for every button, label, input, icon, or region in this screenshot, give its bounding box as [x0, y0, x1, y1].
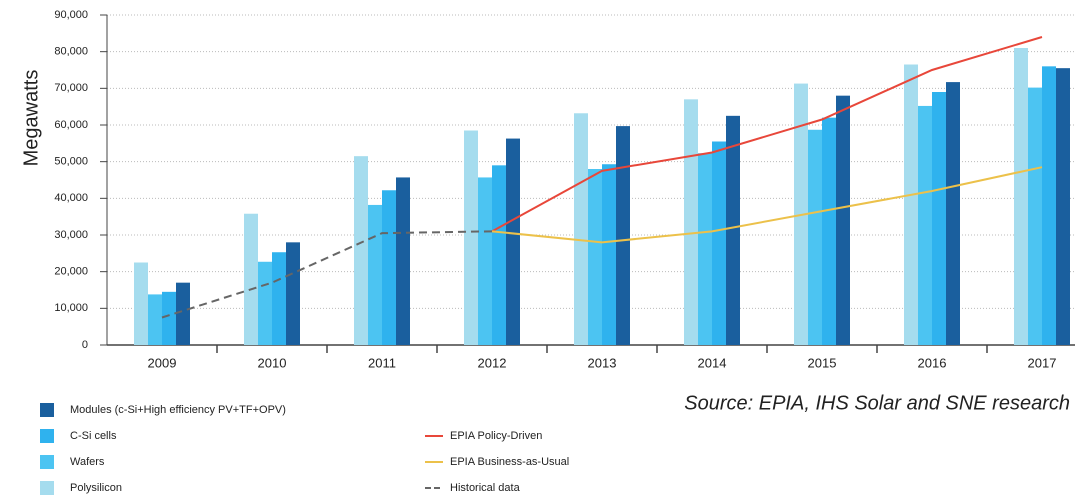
bar	[822, 117, 836, 346]
bar	[726, 115, 740, 345]
x-tick-label: 2014	[698, 355, 727, 370]
x-tick-label: 2012	[478, 355, 507, 370]
bar	[134, 262, 148, 345]
bar	[904, 64, 918, 345]
bar	[368, 204, 382, 345]
x-tick-label: 2016	[918, 355, 947, 370]
y-tick-label: 60,000	[54, 119, 88, 131]
bar	[1056, 68, 1070, 346]
y-tick-label: 50,000	[54, 156, 88, 168]
bar	[148, 294, 162, 345]
bar	[808, 129, 822, 345]
bar	[616, 126, 630, 345]
bar	[478, 177, 492, 345]
bar	[492, 165, 506, 345]
bar	[588, 169, 602, 345]
bar	[602, 164, 616, 345]
bar	[946, 82, 960, 345]
bar	[836, 95, 850, 346]
legend-label: Historical data	[450, 482, 521, 494]
bar	[244, 213, 258, 345]
x-tick-label: 2009	[148, 355, 177, 370]
y-tick-label: 20,000	[54, 266, 88, 278]
line-series	[161, 230, 493, 319]
source-note: Source: EPIA, IHS Solar and SNE research	[684, 392, 1070, 414]
legend-swatch	[40, 429, 54, 443]
y-tick-label: 40,000	[54, 192, 88, 204]
x-tick-label: 2015	[808, 355, 837, 370]
bar	[1028, 87, 1042, 345]
legend-label: EPIA Business-as-Usual	[450, 456, 569, 468]
legend-label: Modules (c-Si+High efficiency PV+TF+OPV)	[70, 404, 286, 416]
legend-swatch	[40, 403, 54, 417]
bar	[396, 177, 410, 345]
bar	[506, 138, 520, 345]
bar	[698, 153, 712, 345]
bar	[932, 92, 946, 345]
bar	[272, 252, 286, 345]
x-tick-label: 2010	[258, 355, 287, 370]
bar	[286, 242, 300, 345]
bar	[382, 190, 396, 345]
legend-label: Wafers	[70, 456, 105, 468]
bar	[258, 261, 272, 345]
legend-swatch	[40, 481, 54, 495]
legend-label: C-Si cells	[70, 430, 117, 442]
line-series	[491, 166, 1043, 244]
y-tick-label: 80,000	[54, 46, 88, 58]
bar	[918, 105, 932, 345]
bar	[1014, 48, 1028, 345]
bar	[1042, 66, 1056, 345]
bar	[162, 291, 176, 345]
y-tick-label: 0	[82, 339, 88, 351]
y-tick-label: 30,000	[54, 229, 88, 241]
line-series	[491, 36, 1043, 233]
y-tick-label: 10,000	[54, 302, 88, 314]
legend-label: Polysilicon	[70, 482, 122, 494]
x-tick-label: 2013	[588, 355, 617, 370]
legend-swatch	[40, 455, 54, 469]
x-tick-label: 2011	[368, 355, 396, 370]
legend-label: EPIA Policy-Driven	[450, 430, 542, 442]
bar	[712, 141, 726, 345]
bar	[574, 113, 588, 346]
y-tick-label: 70,000	[54, 82, 88, 94]
bar	[176, 282, 190, 345]
bar	[354, 156, 368, 345]
y-tick-label: 90,000	[54, 9, 88, 21]
x-tick-label: 2017	[1028, 355, 1057, 370]
y-axis-title: Megawatts	[20, 70, 42, 167]
bar	[464, 130, 478, 345]
bar	[684, 99, 698, 345]
